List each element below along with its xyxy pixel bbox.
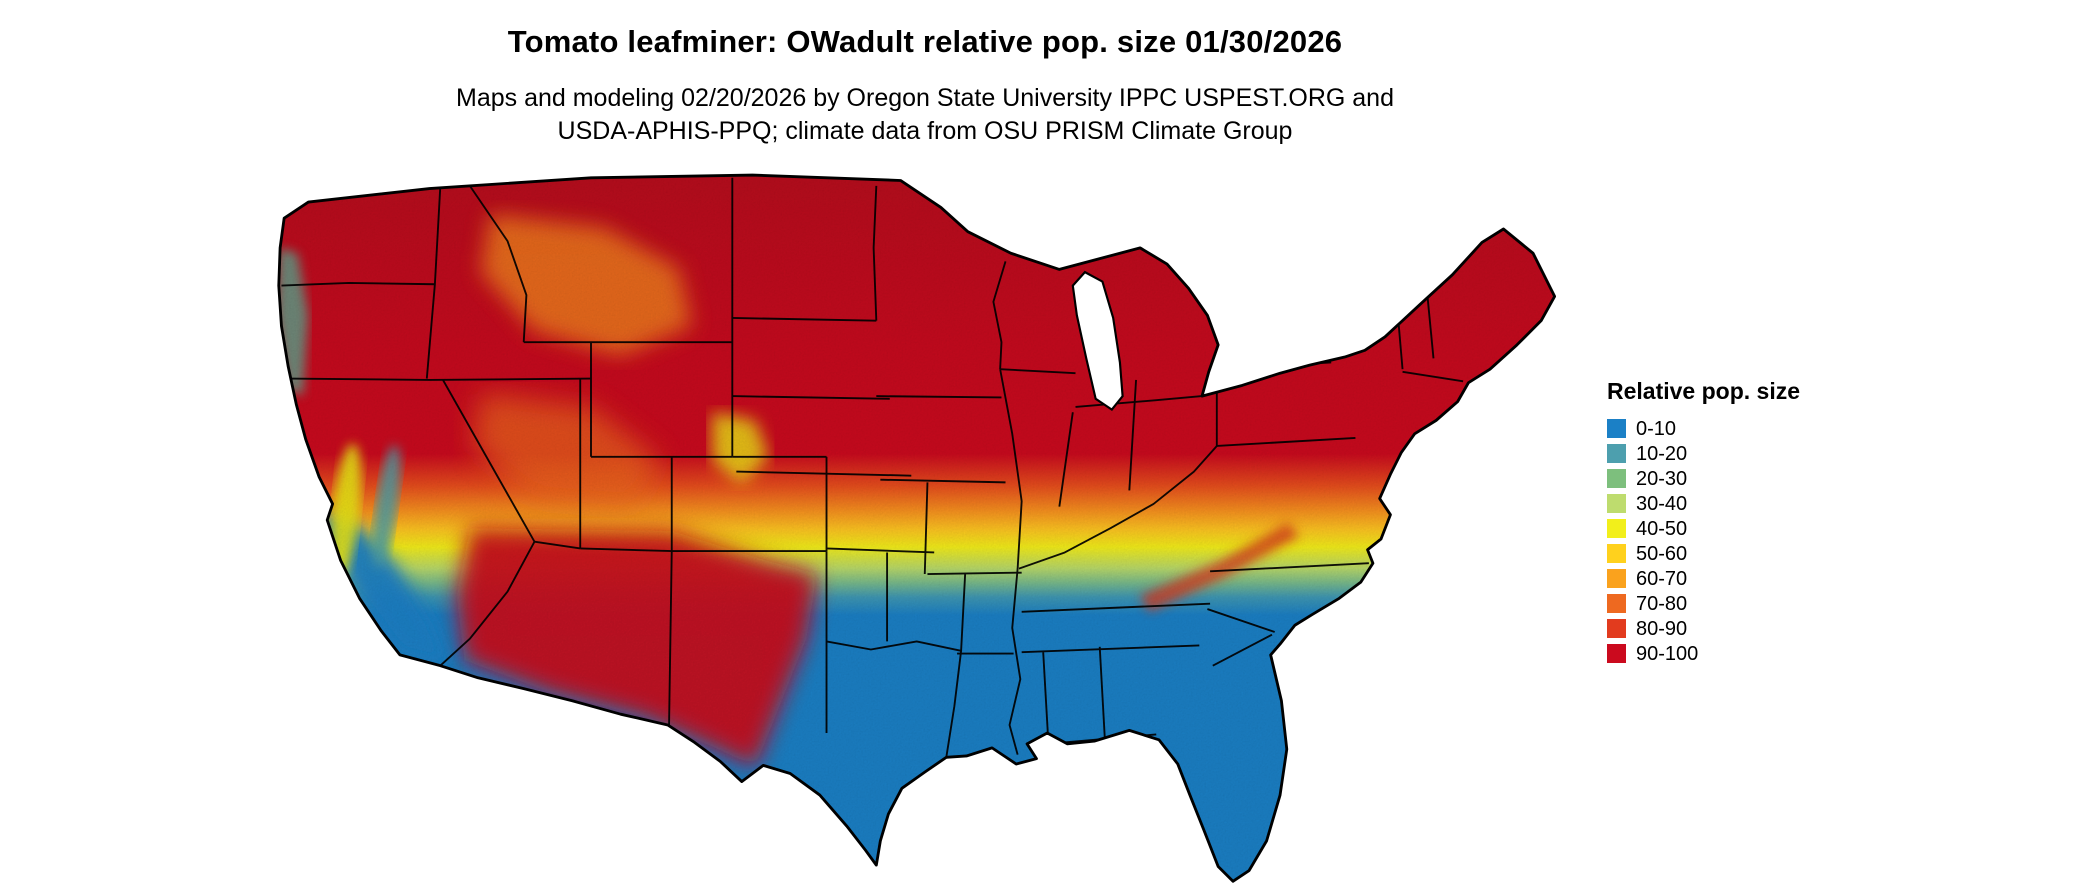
subtitle-line-1: Maps and modeling 02/20/2026 by Oregon S… <box>456 84 1394 112</box>
state-boundaries <box>281 177 1464 758</box>
legend-item: 10-20 <box>1607 442 1867 465</box>
subtitle-line-2: USDA-APHIS-PPQ; climate data from OSU PR… <box>557 117 1293 145</box>
legend-item-label: 80-90 <box>1636 617 1688 640</box>
map-header: Tomato leafminer: OWadult relative pop. … <box>0 24 1850 148</box>
legend-color-swatch <box>1607 569 1626 588</box>
legend-color-swatch <box>1607 619 1626 638</box>
legend-item: 50-60 <box>1607 542 1867 565</box>
legend-item: 60-70 <box>1607 567 1867 590</box>
legend-color-swatch <box>1607 419 1626 438</box>
legend-item: 90-100 <box>1607 642 1867 665</box>
map-legend: Relative pop. size 0-10 10-20 20-30 30-4… <box>1607 378 1867 665</box>
us-national-outline <box>277 173 1557 883</box>
legend-item-label: 90-100 <box>1636 642 1699 665</box>
legend-item-label: 60-70 <box>1636 567 1688 590</box>
raster-noise-texture <box>278 175 1555 882</box>
legend-item: 70-80 <box>1607 592 1867 615</box>
legend-item: 0-10 <box>1607 417 1867 440</box>
legend-color-swatch <box>1607 544 1626 563</box>
legend-item-label: 20-30 <box>1636 467 1688 490</box>
legend-item-label: 40-50 <box>1636 517 1688 540</box>
legend-item-label: 30-40 <box>1636 492 1688 515</box>
legend-item-label: 70-80 <box>1636 592 1688 615</box>
legend-item: 30-40 <box>1607 492 1867 515</box>
map-subtitle: Maps and modeling 02/20/2026 by Oregon S… <box>0 82 1850 148</box>
us-choropleth-map <box>268 167 1560 884</box>
legend-item-label: 0-10 <box>1636 417 1677 440</box>
legend-color-swatch <box>1607 519 1626 538</box>
legend-item: 20-30 <box>1607 467 1867 490</box>
legend-item: 40-50 <box>1607 517 1867 540</box>
legend-item-label: 10-20 <box>1636 442 1688 465</box>
legend-color-swatch <box>1607 494 1626 513</box>
legend-item-label: 50-60 <box>1636 542 1688 565</box>
legend-color-swatch <box>1607 594 1626 613</box>
page-title: Tomato leafminer: OWadult relative pop. … <box>507 24 1343 59</box>
lake-michigan <box>1071 270 1124 412</box>
legend-color-swatch <box>1607 469 1626 488</box>
legend-title: Relative pop. size <box>1607 378 1801 404</box>
legend-color-swatch <box>1607 444 1626 463</box>
population-raster <box>278 175 1555 882</box>
us-map-svg <box>277 173 1557 883</box>
legend-items: 0-10 10-20 20-30 30-40 40-50 50-60 60-70 <box>1607 417 1867 665</box>
legend-item: 80-90 <box>1607 617 1867 640</box>
legend-color-swatch <box>1607 644 1626 663</box>
